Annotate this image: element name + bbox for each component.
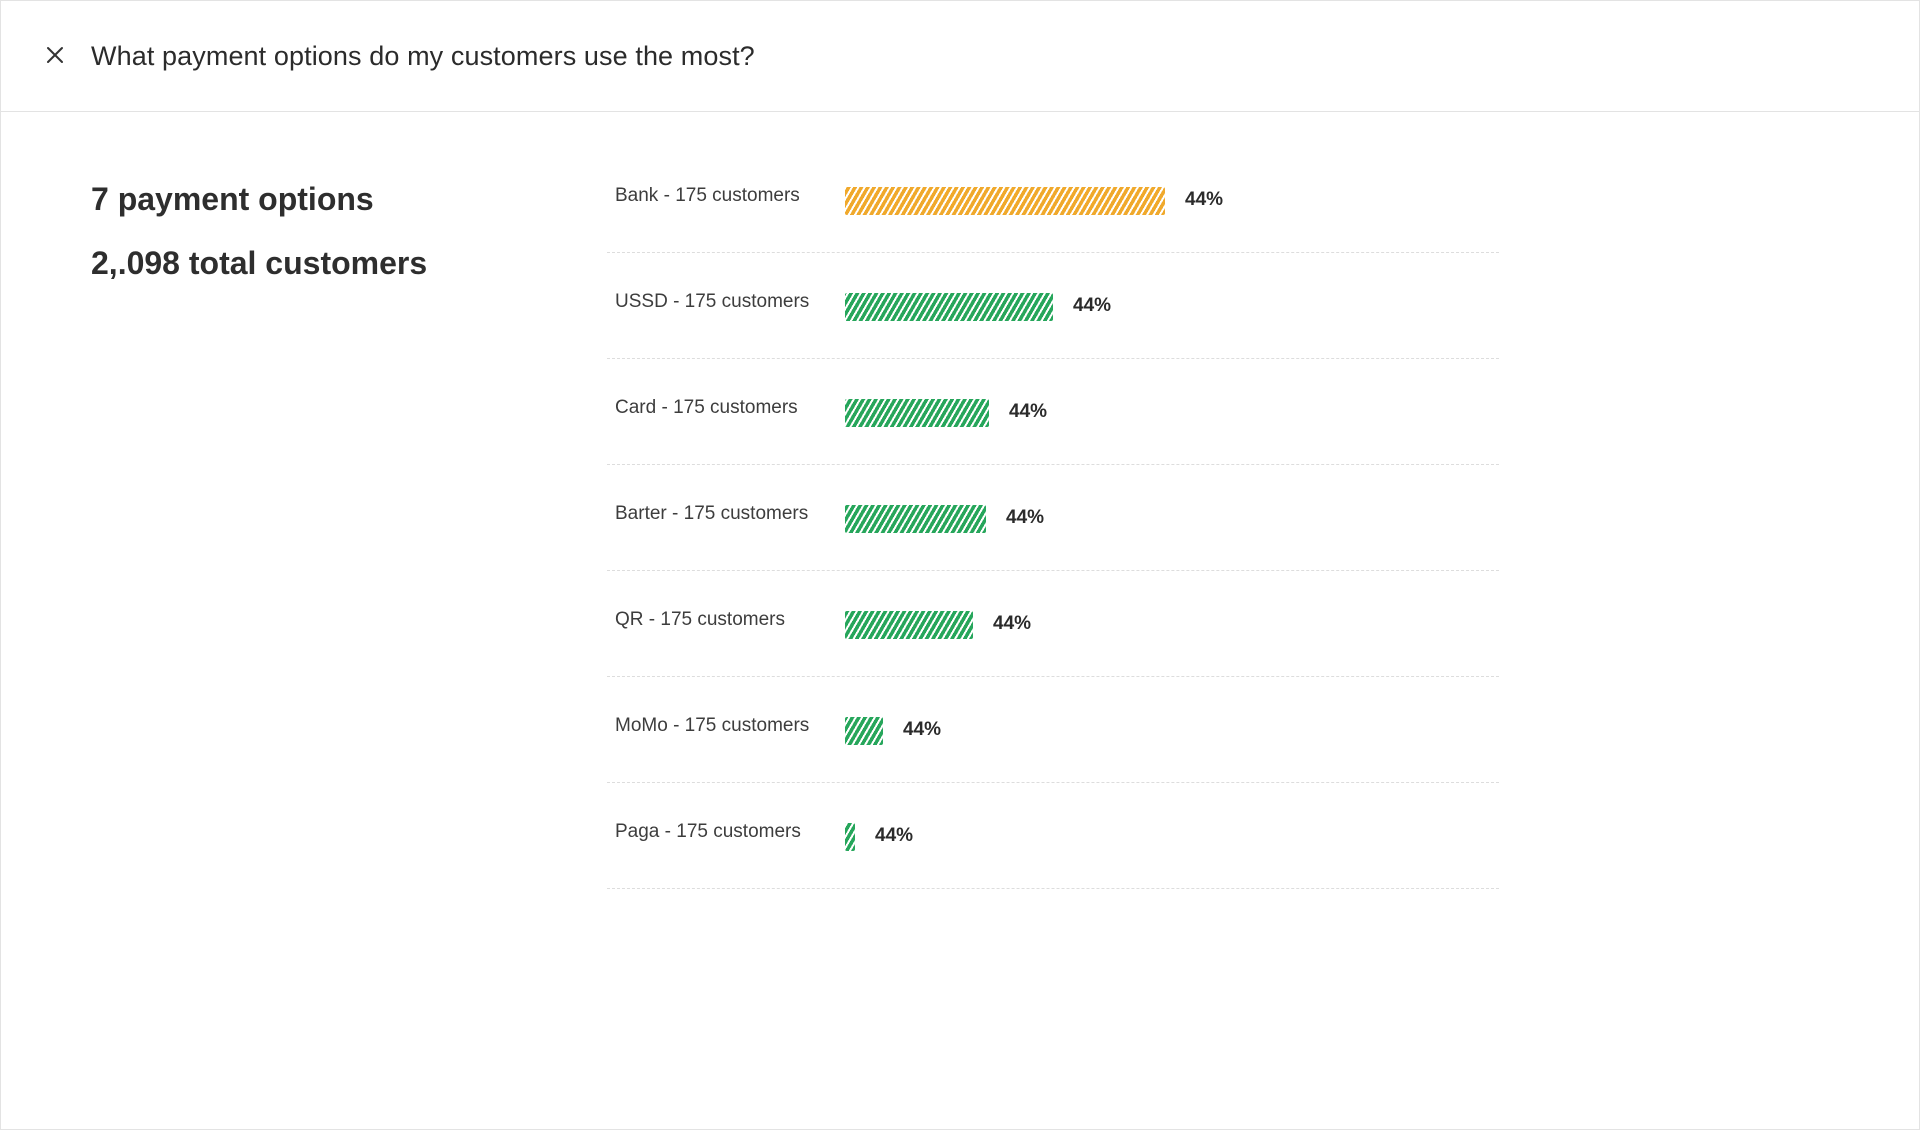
bar-label: Bank - 175 customers (615, 185, 800, 206)
dialog-header: What payment options do my customers use… (1, 1, 1919, 112)
page-title: What payment options do my customers use… (91, 40, 755, 71)
summary-panel: 7 payment options 2,.098 total customers (91, 179, 427, 283)
bar-value-label: 44% (1009, 401, 1048, 422)
bar-card[interactable] (845, 399, 989, 427)
bar-label: USSD - 175 customers (615, 291, 810, 312)
chart-row-card: Card - 175 customers 44% (607, 359, 1499, 465)
bar-label: Paga - 175 customers (615, 821, 801, 842)
chart-row-qr: QR - 175 customers 44% (607, 571, 1499, 677)
bar-value-label: 44% (875, 825, 914, 846)
bar-value-label: 44% (1185, 189, 1224, 210)
bar-barter[interactable] (845, 505, 986, 533)
bar-value-label: 44% (993, 613, 1032, 634)
bar-value-label: 44% (903, 719, 942, 740)
chart-row-paga: Paga - 175 customers 44% (607, 783, 1499, 889)
close-button[interactable] (39, 39, 71, 71)
payment-options-count: 7 payment options (91, 181, 374, 217)
bar-bank[interactable] (845, 187, 1165, 215)
bar-label: MoMo - 175 customers (615, 715, 810, 736)
chart-row-bank: Bank - 175 customers 44% (607, 147, 1499, 253)
payment-options-chart: Bank - 175 customers 44% USSD - 175 custom… (607, 147, 1499, 889)
bar-qr[interactable] (845, 611, 973, 639)
chart-row-momo: MoMo - 175 customers 44% (607, 677, 1499, 783)
bar-paga[interactable] (845, 823, 855, 851)
bar-label: QR - 175 customers (615, 609, 785, 630)
chart-row-ussd: USSD - 175 customers 44% (607, 253, 1499, 359)
bar-value-label: 44% (1006, 507, 1045, 528)
chart-row-barter: Barter - 175 customers 44% (607, 465, 1499, 571)
bar-momo[interactable] (845, 717, 883, 745)
bar-label: Barter - 175 customers (615, 503, 809, 524)
close-icon (47, 47, 63, 63)
total-customers: 2,.098 total customers (91, 245, 428, 281)
bar-label: Card - 175 customers (615, 397, 798, 418)
bar-ussd[interactable] (845, 293, 1053, 321)
bar-value-label: 44% (1073, 295, 1112, 316)
